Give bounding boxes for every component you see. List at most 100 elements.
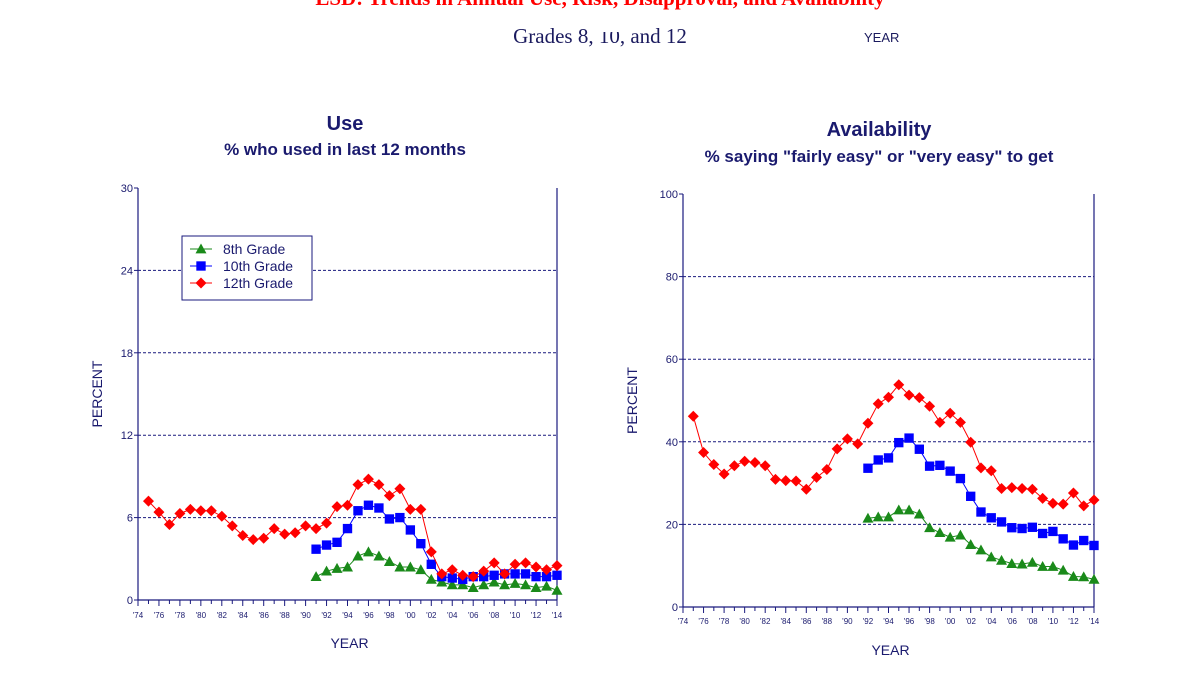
data-point: [913, 392, 925, 404]
data-point: [1006, 482, 1018, 494]
data-point: [383, 556, 395, 566]
data-point: [1088, 494, 1100, 506]
x-tick-label: '80: [739, 617, 750, 626]
series-line: [148, 478, 558, 578]
data-point: [913, 508, 925, 519]
data-point: [258, 532, 270, 544]
data-point: [769, 473, 781, 485]
data-point: [478, 565, 490, 577]
data-point: [883, 453, 894, 463]
y-tick-label: 6: [127, 513, 133, 525]
data-point: [985, 465, 997, 477]
data-point: [457, 579, 469, 590]
x-tick-label: '14: [1089, 617, 1100, 626]
x-tick-label: '94: [883, 617, 894, 626]
data-point: [237, 529, 249, 541]
y-tick-label: 80: [666, 272, 678, 284]
data-point: [1037, 492, 1049, 504]
data-point: [174, 507, 186, 519]
data-point: [718, 468, 730, 480]
data-point: [404, 561, 416, 572]
series-10th-grade: [311, 500, 562, 585]
data-point: [446, 579, 458, 590]
data-point: [1037, 561, 1049, 571]
data-point: [873, 455, 883, 465]
data-point: [353, 506, 363, 516]
data-point: [478, 579, 490, 590]
data-point: [530, 561, 542, 573]
data-point: [1058, 534, 1068, 544]
data-point: [531, 571, 541, 582]
data-point: [425, 546, 437, 558]
x-tick-label: '78: [719, 617, 730, 626]
y-tick-label: 12: [121, 430, 133, 442]
x-tick-label: '08: [489, 611, 500, 620]
legend-label: 12th Grade: [223, 275, 293, 291]
data-point: [342, 499, 353, 511]
data-point: [311, 544, 321, 554]
x-tick-label: '98: [384, 611, 395, 620]
data-point: [205, 505, 217, 517]
data-point: [903, 389, 915, 401]
y-tick-label: 60: [666, 354, 678, 366]
chart-subtitle: % saying "fairly easy" or "very easy" to…: [705, 147, 1054, 166]
data-point: [321, 540, 332, 550]
series-8th-grade: [310, 546, 563, 595]
series-8th-grade: [862, 504, 1100, 584]
series-12th-grade: [142, 473, 563, 583]
data-point: [184, 503, 196, 515]
data-point: [374, 503, 384, 513]
data-point: [914, 444, 924, 454]
data-point: [289, 527, 301, 539]
y-tick-label: 18: [121, 348, 133, 360]
data-point: [986, 513, 996, 523]
data-point: [1047, 561, 1059, 571]
data-point: [934, 527, 946, 538]
x-tick-label: '92: [863, 617, 874, 626]
data-point: [394, 483, 406, 495]
data-point: [363, 500, 374, 510]
data-point: [708, 459, 720, 471]
data-point: [541, 580, 553, 591]
x-tick-label: '96: [904, 617, 915, 626]
page-title: LSD: Trends in Annual Use, Risk, Disappr…: [0, 0, 1200, 11]
data-point: [541, 564, 553, 576]
data-point: [1088, 573, 1100, 584]
data-point: [759, 460, 771, 472]
data-point: [924, 400, 936, 412]
data-point: [362, 473, 374, 485]
y-axis-label: PERCENT: [624, 367, 640, 434]
data-point: [404, 503, 416, 515]
data-point: [510, 569, 520, 579]
stray-axis-label: YEAR: [864, 30, 900, 45]
data-point: [416, 539, 426, 549]
data-point: [954, 416, 966, 428]
x-tick-label: '90: [842, 617, 853, 626]
data-point: [687, 410, 699, 422]
data-point: [551, 560, 563, 572]
data-point: [457, 569, 469, 581]
data-point: [996, 517, 1007, 527]
data-point: [975, 462, 987, 474]
data-point: [279, 528, 291, 540]
x-tick-label: '92: [321, 611, 332, 620]
data-point: [1078, 571, 1090, 582]
y-tick-label: 30: [121, 183, 133, 195]
x-tick-label: '04: [447, 611, 458, 620]
data-point: [488, 576, 500, 587]
data-point: [216, 510, 228, 522]
data-point: [985, 551, 997, 562]
data-point: [163, 518, 175, 530]
data-point: [800, 483, 812, 495]
data-point: [841, 433, 853, 445]
data-point: [331, 501, 343, 513]
data-point: [520, 569, 531, 579]
data-point: [739, 455, 751, 467]
x-tick-label: '94: [342, 611, 353, 620]
data-point: [310, 523, 322, 535]
data-point: [904, 433, 914, 443]
y-tick-label: 24: [121, 265, 133, 277]
data-point: [698, 447, 710, 459]
x-tick-label: '04: [986, 617, 997, 626]
